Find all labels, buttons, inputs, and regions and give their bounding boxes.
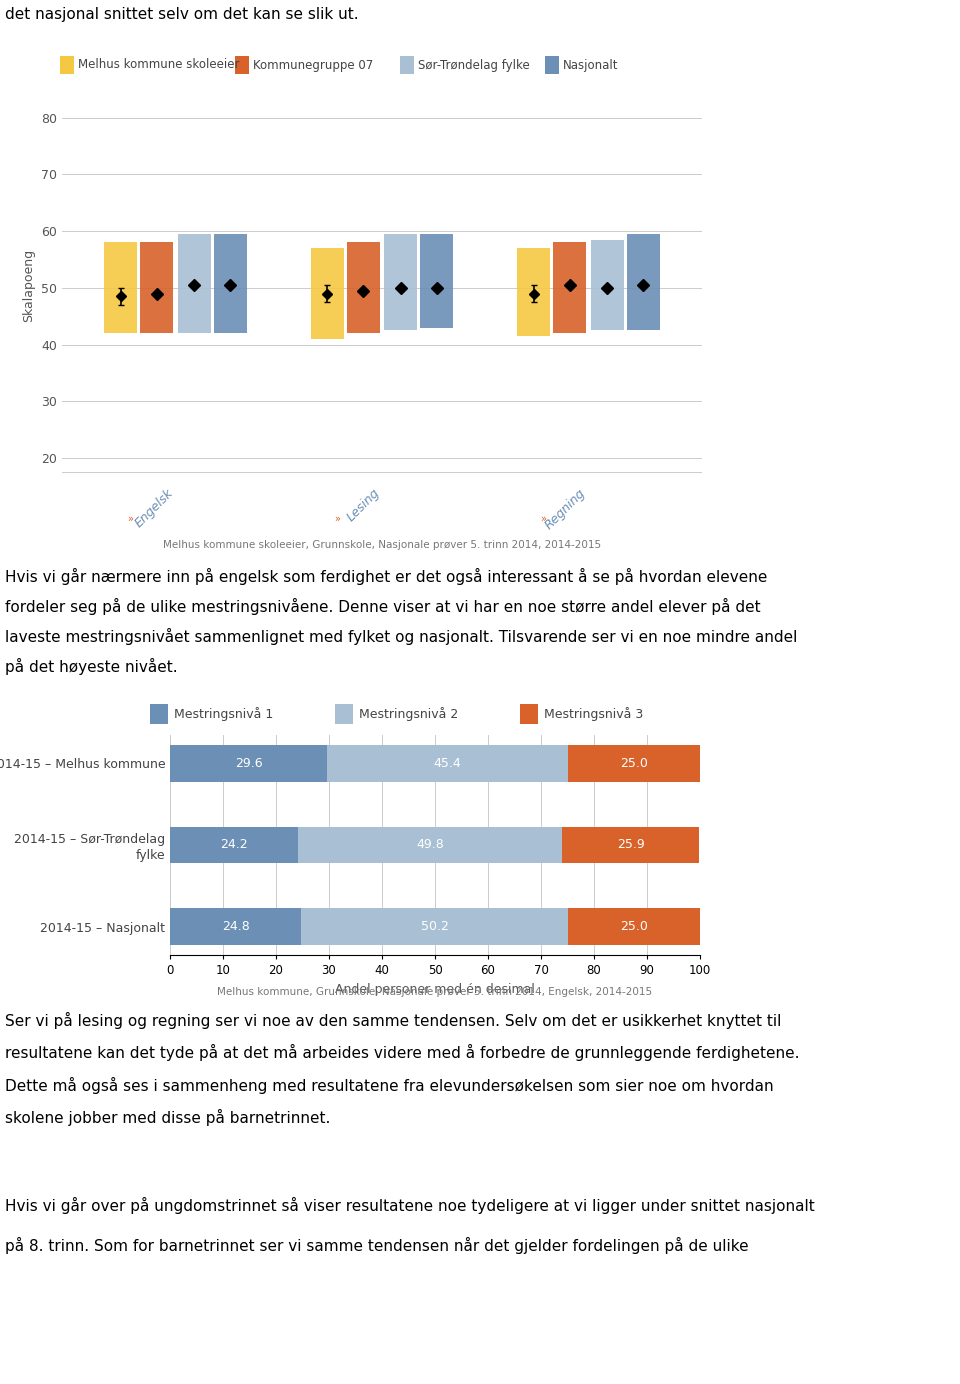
Y-axis label: Skalapoeng: Skalapoeng: [23, 249, 36, 321]
Text: Melhus kommune skoleeier, Grunnskole, Nasjonale prøver 5. trinn 2014, 2014-2015: Melhus kommune skoleeier, Grunnskole, Na…: [163, 540, 601, 549]
Text: 49.8: 49.8: [417, 839, 444, 851]
Text: Mestringsnivå 1: Mestringsnivå 1: [174, 707, 274, 721]
Bar: [590, 239, 624, 331]
Text: 50.2: 50.2: [420, 920, 448, 933]
Bar: [563, 826, 700, 864]
Text: laveste mestringsnivået sammenlignet med fylket og nasjonalt. Tilsvarende ser vi: laveste mestringsnivået sammenlignet med…: [5, 628, 798, 645]
Text: Mestringsnivå 2: Mestringsnivå 2: [359, 707, 458, 721]
Text: Mestringsnivå 3: Mestringsnivå 3: [544, 707, 643, 721]
Text: Lesing: Lesing: [345, 486, 382, 525]
Bar: [170, 908, 301, 945]
Bar: [170, 826, 299, 864]
Bar: [400, 55, 414, 73]
Bar: [567, 745, 700, 782]
Text: Regning: Regning: [543, 486, 588, 531]
X-axis label: Andel personer med én desimal: Andel personer med én desimal: [335, 983, 535, 995]
Bar: [299, 826, 563, 864]
Bar: [384, 234, 417, 331]
Bar: [170, 745, 326, 782]
Bar: [326, 745, 567, 782]
Text: 29.6: 29.6: [234, 757, 262, 770]
Bar: [627, 234, 660, 331]
Text: Melhus kommune skoleeier: Melhus kommune skoleeier: [78, 58, 239, 72]
Text: Sør-Trøndelag fylke: Sør-Trøndelag fylke: [418, 58, 530, 72]
Bar: [60, 55, 74, 73]
Bar: [301, 908, 567, 945]
Text: Hvis vi går over på ungdomstrinnet så viser resultatene noe tydeligere at vi lig: Hvis vi går over på ungdomstrinnet så vi…: [5, 1197, 815, 1214]
Bar: [214, 234, 247, 334]
Text: på 8. trinn. Som for barnetrinnet ser vi samme tendensen når det gjelder fordeli: på 8. trinn. Som for barnetrinnet ser vi…: [5, 1237, 749, 1254]
Text: skolene jobber med disse på barnetrinnet.: skolene jobber med disse på barnetrinnet…: [5, 1109, 330, 1127]
Text: 45.4: 45.4: [433, 757, 461, 770]
Bar: [150, 704, 168, 724]
Text: Hvis vi går nærmere inn på engelsk som ferdighet er det også interessant å se på: Hvis vi går nærmere inn på engelsk som f…: [5, 567, 767, 585]
Bar: [420, 234, 453, 328]
Text: 24.2: 24.2: [220, 839, 248, 851]
Bar: [517, 248, 550, 336]
Text: Kommunegruppe 07: Kommunegruppe 07: [253, 58, 373, 72]
Text: 25.0: 25.0: [620, 757, 648, 770]
Text: 25.9: 25.9: [617, 839, 645, 851]
Bar: [311, 248, 344, 339]
Text: Nasjonalt: Nasjonalt: [563, 58, 618, 72]
Text: 25.0: 25.0: [620, 920, 648, 933]
Text: Ser vi på lesing og regning ser vi noe av den samme tendensen. Selv om det er us: Ser vi på lesing og regning ser vi noe a…: [5, 1012, 781, 1028]
Text: på det høyeste nivået.: på det høyeste nivået.: [5, 657, 178, 675]
Bar: [553, 242, 587, 334]
Text: resultatene kan det tyde på at det må arbeides videre med å forbedre de grunnleg: resultatene kan det tyde på at det må ar…: [5, 1044, 800, 1062]
Bar: [347, 242, 380, 334]
Text: »: »: [540, 513, 546, 525]
Text: Engelsk: Engelsk: [132, 486, 176, 530]
Bar: [335, 704, 353, 724]
Text: det nasjonal snittet selv om det kan se slik ut.: det nasjonal snittet selv om det kan se …: [5, 7, 359, 22]
Text: 24.8: 24.8: [222, 920, 250, 933]
Bar: [105, 242, 137, 334]
Bar: [178, 234, 210, 334]
Bar: [235, 55, 249, 73]
Bar: [520, 704, 538, 724]
Text: Melhus kommune, Grunnskole, Nasjonale prøver 5. trinn 2014, Engelsk, 2014-2015: Melhus kommune, Grunnskole, Nasjonale pr…: [217, 987, 653, 996]
Text: »: »: [127, 513, 133, 525]
Bar: [567, 908, 700, 945]
Text: »: »: [334, 513, 340, 525]
Bar: [545, 55, 559, 73]
Text: fordeler seg på de ulike mestringsnivåene. Denne viser at vi har en noe større a: fordeler seg på de ulike mestringsnivåen…: [5, 598, 760, 614]
Text: Dette må også ses i sammenheng med resultatene fra elevundersøkelsen som sier no: Dette må også ses i sammenheng med resul…: [5, 1077, 774, 1093]
Bar: [140, 242, 174, 334]
